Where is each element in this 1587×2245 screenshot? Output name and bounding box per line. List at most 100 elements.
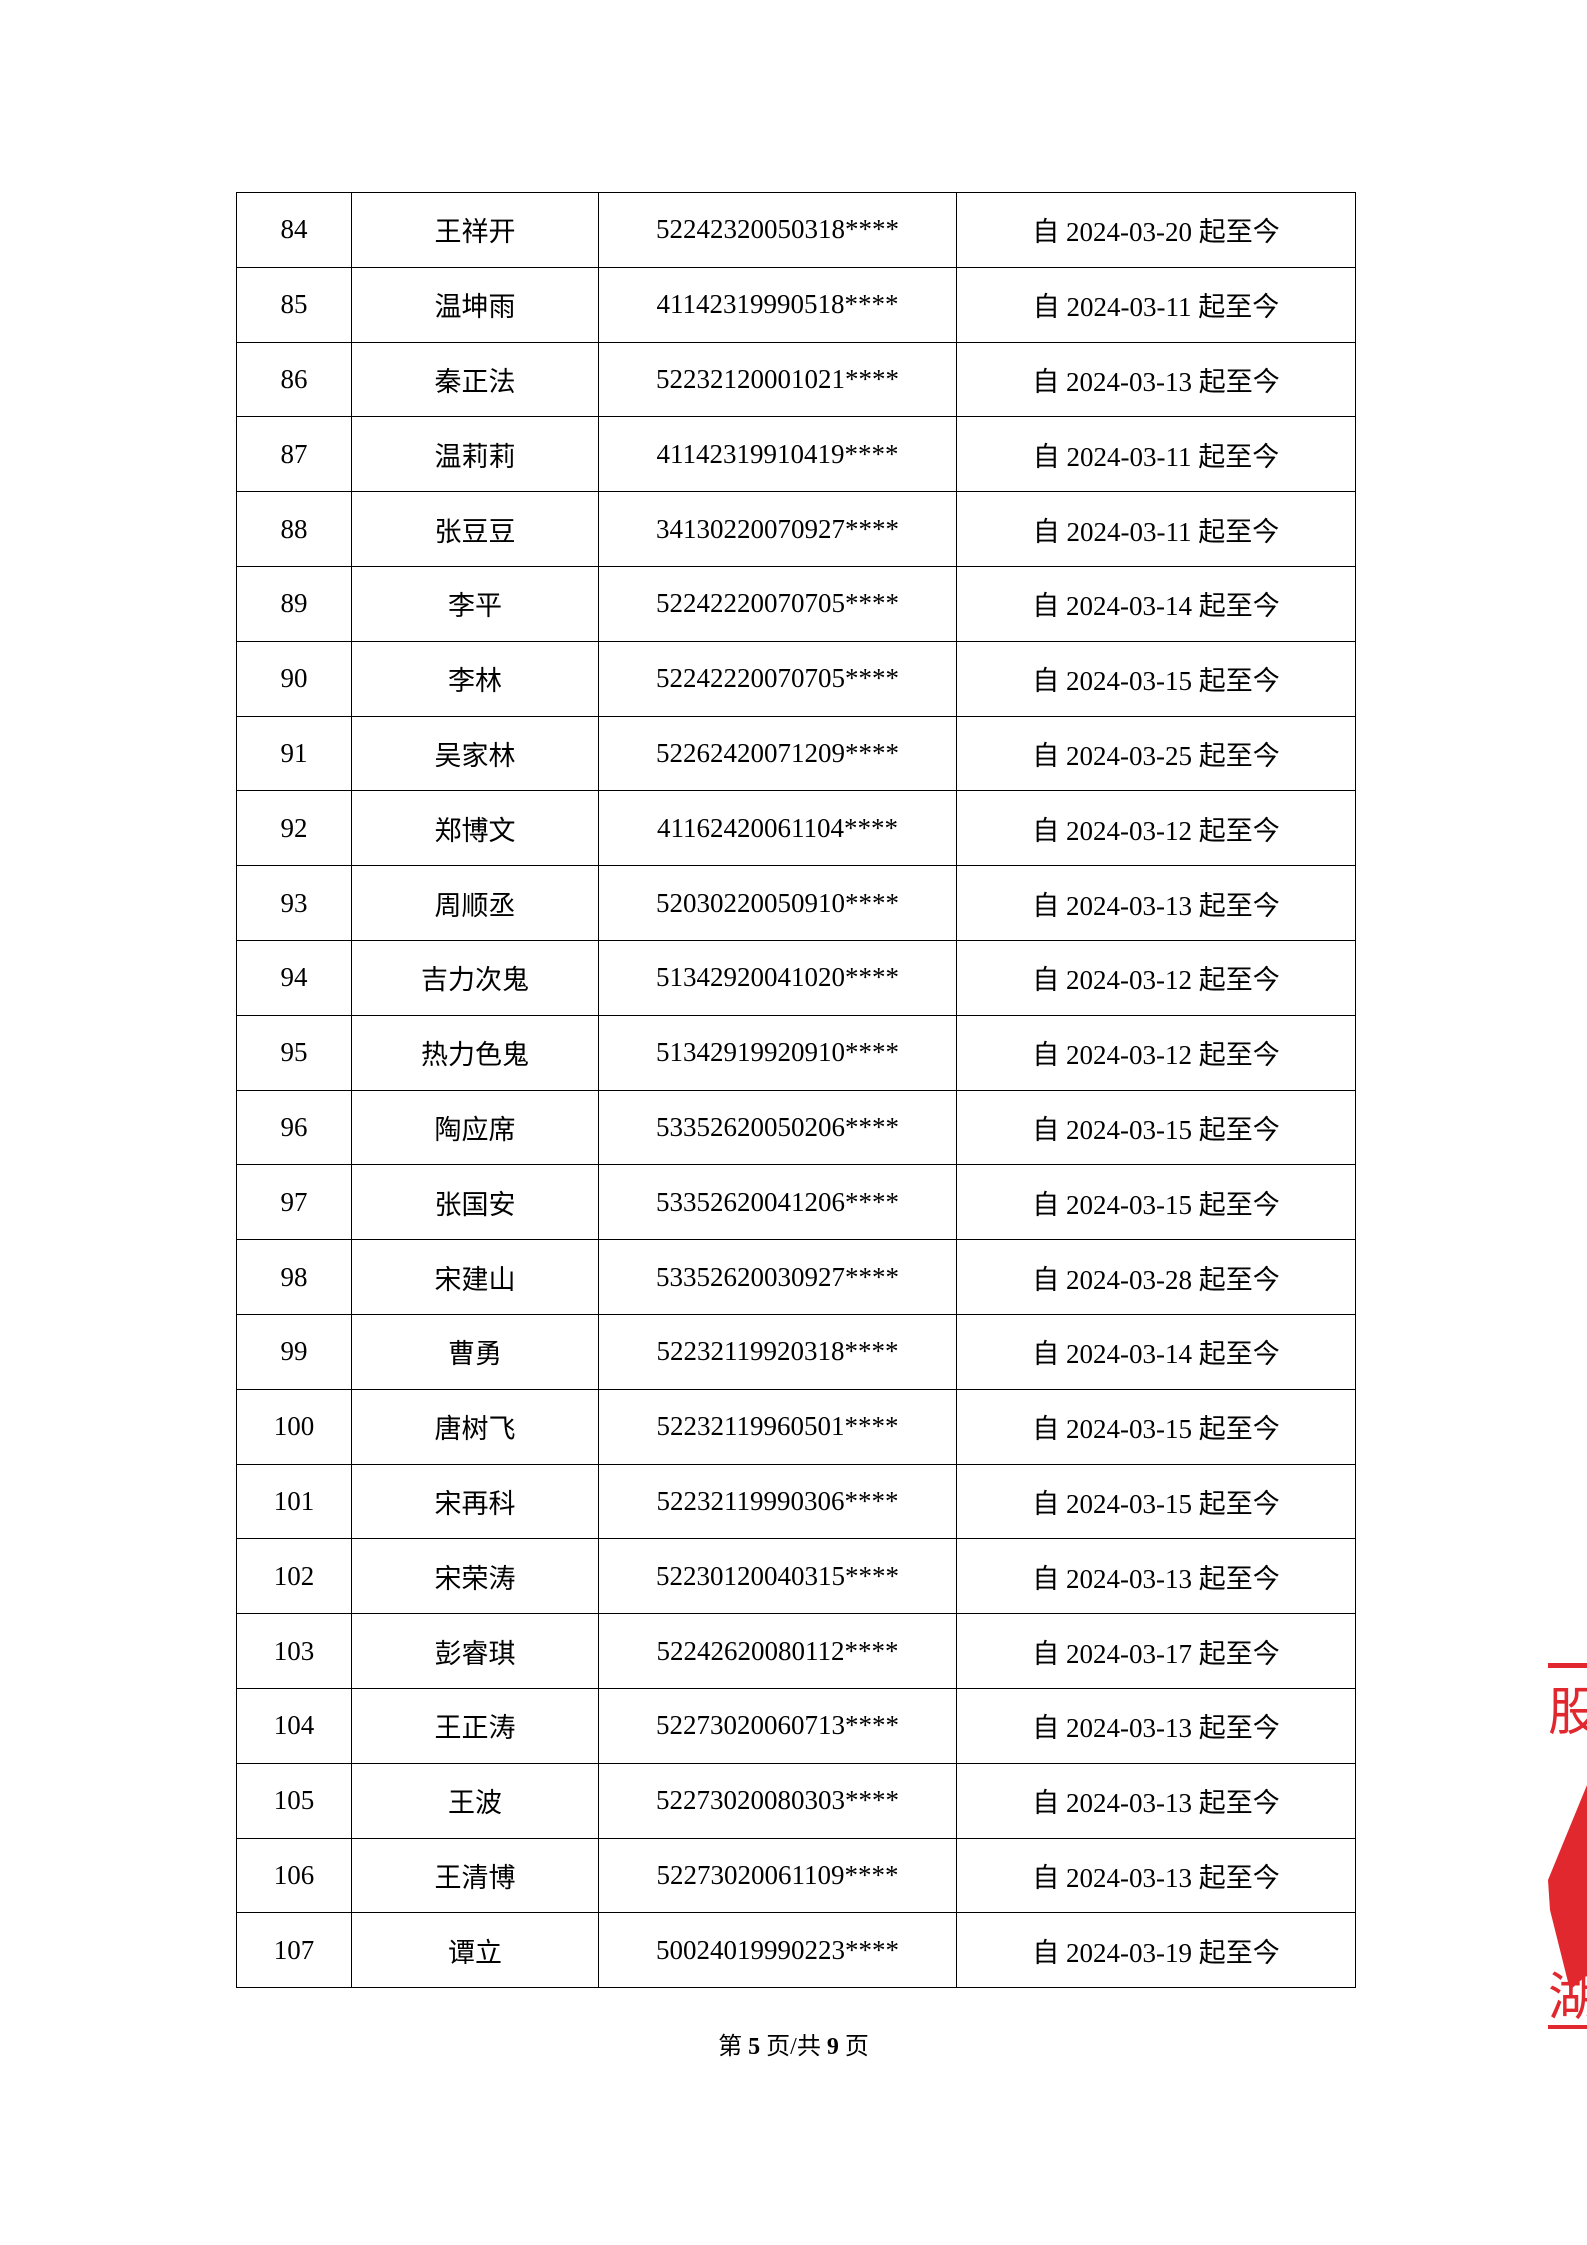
name-cell: 郑博文 (351, 790, 599, 867)
period-cell: 自 2024-03-15 起至今 (956, 1164, 1356, 1241)
name-cell: 李林 (351, 640, 599, 717)
name-cell: 彭睿琪 (351, 1613, 599, 1689)
id-number-cell: 52273020060713**** (598, 1687, 957, 1764)
id-number-cell: 41142319910419**** (598, 416, 957, 493)
period-cell: 自 2024-03-20 起至今 (956, 192, 1356, 268)
footer-prefix: 第 (718, 2034, 743, 2060)
name-cell: 周顺丞 (351, 865, 599, 941)
row-number-cell: 104 (236, 1687, 352, 1764)
id-number-cell: 41162420061104**** (598, 790, 957, 867)
period-cell: 自 2024-03-28 起至今 (956, 1239, 1356, 1315)
period-cell: 自 2024-03-15 起至今 (956, 1388, 1356, 1465)
id-number-cell: 52232119920318**** (598, 1313, 957, 1390)
period-cell: 自 2024-03-13 起至今 (956, 1762, 1356, 1839)
total-pages: 9 (826, 2034, 839, 2060)
period-cell: 自 2024-03-14 起至今 (956, 1313, 1356, 1390)
name-cell: 温莉莉 (351, 416, 599, 493)
table-row: 86 秦正法 52232120001021**** 自 2024-03-13 起至今 (236, 341, 1356, 418)
row-number-cell: 84 (236, 192, 352, 268)
id-number-cell: 52242220070705**** (598, 640, 957, 717)
table-row: 100 唐树飞 52232119960501**** 自 2024-03-15 起至今 (236, 1388, 1356, 1465)
name-cell: 秦正法 (351, 341, 599, 418)
id-number-cell: 52232119960501**** (598, 1388, 957, 1465)
id-number-cell: 51342919920910**** (598, 1014, 957, 1091)
table-row: 106 王清博 52273020061109**** 自 2024-03-13 起至今 (236, 1837, 1356, 1914)
row-number-cell: 96 (236, 1089, 352, 1166)
id-number-cell: 51342920041020**** (598, 939, 957, 1016)
table-row: 102 宋荣涛 52230120040315**** 自 2024-03-13 起至今 (236, 1538, 1356, 1615)
table-row: 105 王波 52273020080303**** 自 2024-03-13 起至今 (236, 1762, 1356, 1839)
name-cell: 张豆豆 (351, 491, 599, 567)
footer-suffix: 页 (844, 2034, 869, 2060)
svg-text:湖: 湖 (1548, 1968, 1587, 2028)
id-number-cell: 52242220070705**** (598, 565, 957, 642)
row-number-cell: 103 (236, 1613, 352, 1689)
id-number-cell: 50024019990223**** (598, 1912, 957, 1989)
current-page: 5 (748, 2034, 761, 2060)
row-number-cell: 95 (236, 1014, 352, 1091)
period-cell: 自 2024-03-13 起至今 (956, 1687, 1356, 1764)
table-row: 97 张国安 53352620041206**** 自 2024-03-15 起至今 (236, 1164, 1356, 1241)
id-number-cell: 53352620050206**** (598, 1089, 957, 1166)
name-cell: 宋建山 (351, 1239, 599, 1315)
name-cell: 宋再科 (351, 1463, 599, 1540)
table-row: 101 宋再科 52232119990306**** 自 2024-03-15 起至今 (236, 1463, 1356, 1540)
period-cell: 自 2024-03-19 起至今 (956, 1912, 1356, 1989)
row-number-cell: 92 (236, 790, 352, 867)
table-row: 89 李平 52242220070705**** 自 2024-03-14 起至今 (236, 565, 1356, 642)
name-cell: 温坤雨 (351, 266, 599, 343)
name-cell: 宋荣涛 (351, 1538, 599, 1615)
row-number-cell: 106 (236, 1837, 352, 1914)
table-row: 95 热力色鬼 51342919920910**** 自 2024-03-12 起至今 (236, 1014, 1356, 1091)
row-number-cell: 105 (236, 1762, 352, 1839)
svg-text:股: 股 (1548, 1683, 1587, 1743)
row-number-cell: 86 (236, 341, 352, 418)
period-cell: 自 2024-03-17 起至今 (956, 1613, 1356, 1689)
name-cell: 王祥开 (351, 192, 599, 268)
id-number-cell: 52262420071209**** (598, 715, 957, 792)
row-number-cell: 91 (236, 715, 352, 792)
row-number-cell: 99 (236, 1313, 352, 1390)
row-number-cell: 97 (236, 1164, 352, 1241)
period-cell: 自 2024-03-12 起至今 (956, 1014, 1356, 1091)
table-row: 93 周顺丞 52030220050910**** 自 2024-03-13 起至今 (236, 865, 1356, 941)
name-cell: 张国安 (351, 1164, 599, 1241)
table-row: 104 王正涛 52273020060713**** 自 2024-03-13 起至今 (236, 1687, 1356, 1764)
row-number-cell: 90 (236, 640, 352, 717)
period-cell: 自 2024-03-25 起至今 (956, 715, 1356, 792)
period-cell: 自 2024-03-15 起至今 (956, 1463, 1356, 1540)
table-row: 87 温莉莉 41142319910419**** 自 2024-03-11 起至今 (236, 416, 1356, 493)
table-row: 96 陶应席 53352620050206**** 自 2024-03-15 起至今 (236, 1089, 1356, 1166)
table-row: 103 彭睿琪 52242620080112**** 自 2024-03-17 起至今 (236, 1613, 1356, 1689)
name-cell: 谭立 (351, 1912, 599, 1989)
id-number-cell: 52232120001021**** (598, 341, 957, 418)
period-cell: 自 2024-03-13 起至今 (956, 865, 1356, 941)
row-number-cell: 94 (236, 939, 352, 1016)
name-cell: 热力色鬼 (351, 1014, 599, 1091)
name-cell: 吴家林 (351, 715, 599, 792)
period-cell: 自 2024-03-11 起至今 (956, 491, 1356, 567)
table-row: 94 吉力次鬼 51342920041020**** 自 2024-03-12 起至今 (236, 939, 1356, 1016)
period-cell: 自 2024-03-12 起至今 (956, 790, 1356, 867)
page-footer: 第 5 页/共 9 页 (0, 2026, 1587, 2061)
id-number-cell: 52242620080112**** (598, 1613, 957, 1689)
table-row: 90 李林 52242220070705**** 自 2024-03-15 起至今 (236, 640, 1356, 717)
period-cell: 自 2024-03-11 起至今 (956, 416, 1356, 493)
name-cell: 陶应席 (351, 1089, 599, 1166)
table-row: 98 宋建山 53352620030927**** 自 2024-03-28 起至今 (236, 1239, 1356, 1315)
name-cell: 吉力次鬼 (351, 939, 599, 1016)
period-cell: 自 2024-03-13 起至今 (956, 1538, 1356, 1615)
row-number-cell: 100 (236, 1388, 352, 1465)
table-row: 88 张豆豆 34130220070927**** 自 2024-03-11 起至今 (236, 491, 1356, 567)
row-number-cell: 101 (236, 1463, 352, 1540)
id-number-cell: 52230120040315**** (598, 1538, 957, 1615)
personnel-table: 84 王祥开 52242320050318**** 自 2024-03-20 起至今 8… (236, 192, 1356, 1989)
id-number-cell: 52232119990306**** (598, 1463, 957, 1540)
period-cell: 自 2024-03-12 起至今 (956, 939, 1356, 1016)
name-cell: 王清博 (351, 1837, 599, 1914)
name-cell: 曹勇 (351, 1313, 599, 1390)
id-number-cell: 41142319990518**** (598, 266, 957, 343)
period-cell: 自 2024-03-13 起至今 (956, 1837, 1356, 1914)
period-cell: 自 2024-03-15 起至今 (956, 1089, 1356, 1166)
row-number-cell: 87 (236, 416, 352, 493)
